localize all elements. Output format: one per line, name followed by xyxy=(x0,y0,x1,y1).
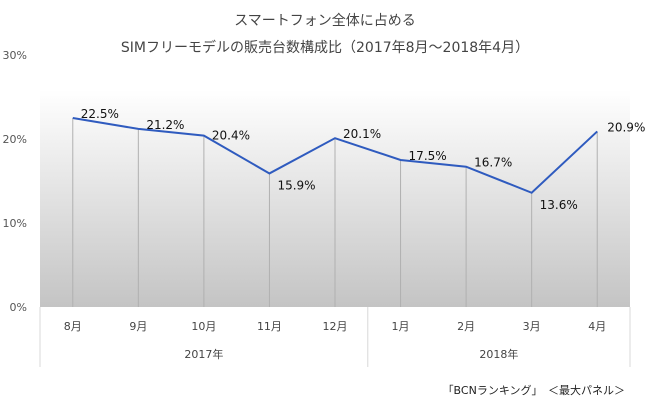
x-tick-label: 3月 xyxy=(523,320,541,333)
source-note: 「BCNランキング」 ＜最大パネル＞ xyxy=(443,383,625,397)
y-tick-label: 10% xyxy=(3,217,27,230)
data-label: 17.5% xyxy=(409,149,447,163)
chart-title-line1: スマートフォン全体に占める xyxy=(234,12,416,29)
x-tick-label: 11月 xyxy=(257,320,282,333)
data-label: 20.4% xyxy=(212,129,250,143)
x-tick-label: 4月 xyxy=(588,320,606,333)
chart-title-line2: SIMフリーモデルの販売台数構成比（2017年8月～2018年4月） xyxy=(121,39,529,56)
y-tick-label: 0% xyxy=(10,301,27,314)
y-tick-label: 30% xyxy=(3,49,27,62)
data-label: 20.1% xyxy=(343,127,381,141)
x-tick-label: 12月 xyxy=(323,320,348,333)
x-group-label: 2018年 xyxy=(479,347,518,361)
x-tick-label: 9月 xyxy=(129,320,147,333)
data-label: 20.9% xyxy=(607,120,645,134)
x-tick-label: 1月 xyxy=(392,320,410,333)
x-tick-label: 10月 xyxy=(191,320,216,333)
series-line xyxy=(72,117,598,194)
data-label: 15.9% xyxy=(277,178,315,192)
y-tick-label: 20% xyxy=(3,133,27,146)
data-label: 21.2% xyxy=(146,118,184,132)
data-label: 22.5% xyxy=(81,107,119,121)
x-tick-label: 2月 xyxy=(457,320,475,333)
data-label: 13.6% xyxy=(540,198,578,212)
x-tick-label: 8月 xyxy=(64,320,82,333)
data-label: 16.7% xyxy=(474,156,512,170)
x-group-label: 2017年 xyxy=(184,347,223,361)
